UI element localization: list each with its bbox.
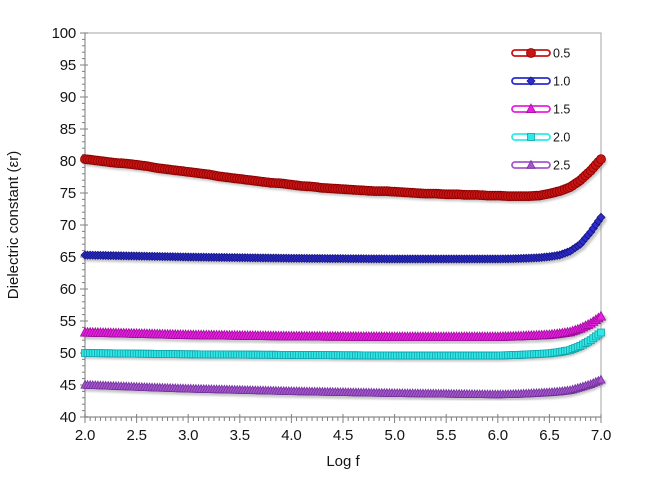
y-tick-label: 65 [60, 249, 76, 266]
x-tick-label: 4.5 [333, 427, 353, 444]
legend-item-2.0: 2.0 [511, 131, 570, 145]
y-tick-label: 80 [60, 153, 76, 170]
y-tick-label: 85 [60, 121, 76, 138]
y-tick-label: 100 [52, 25, 76, 42]
y-tick-label: 55 [60, 313, 76, 330]
legend-label: 2.5 [553, 159, 570, 173]
x-tick-label: 6.0 [488, 427, 508, 444]
legend-label: 1.5 [553, 103, 570, 117]
series-1.5 [79, 310, 607, 344]
x-tick-label: 2.0 [75, 427, 95, 444]
series-1.0 [80, 212, 607, 266]
y-tick-label: 95 [60, 57, 76, 74]
legend-label: 2.0 [553, 131, 570, 145]
legend-item-1.0: 1.0 [511, 75, 570, 89]
series-0.5 [80, 154, 607, 204]
legend-marker [527, 133, 535, 141]
y-tick-label: 90 [60, 89, 76, 106]
y-tick-label: 45 [60, 377, 76, 394]
y-axis-title: Dielectric constant (εr) [5, 151, 22, 299]
legend-item-0.5: 0.5 [511, 47, 570, 61]
data-marker [595, 310, 607, 321]
series-2.0 [81, 328, 606, 362]
legend: 0.5 1.0 1.5 2.0 2.5 [511, 47, 570, 173]
x-tick-label: 4.0 [281, 427, 301, 444]
y-tick-label: 40 [60, 409, 76, 426]
y-tick-label: 60 [60, 281, 76, 298]
y-tick-label: 50 [60, 345, 76, 362]
x-tick-label: 3.5 [230, 427, 250, 444]
legend-label: 0.5 [553, 47, 570, 61]
legend-item-1.5: 1.5 [511, 103, 570, 117]
x-tick-label: 7.0 [591, 427, 611, 444]
data-marker [596, 212, 606, 222]
legend-marker [526, 159, 536, 169]
x-tick-label: 6.5 [539, 427, 559, 444]
x-tick-label: 5.0 [384, 427, 404, 444]
data-marker [596, 374, 606, 384]
x-tick-label: 5.5 [436, 427, 456, 444]
y-axis: 40 45 50 55 60 65 70 75 80 85 90 95 100 [52, 25, 88, 426]
series-2.5 [80, 374, 607, 402]
x-tick-label: 2.5 [126, 427, 146, 444]
y-tick-label: 70 [60, 217, 76, 234]
x-tick-label: 3.0 [178, 427, 198, 444]
legend-marker [526, 76, 536, 86]
legend-marker [526, 48, 536, 58]
legend-marker [525, 103, 537, 113]
legend-label: 1.0 [553, 75, 570, 89]
x-axis: 2.0 2.5 3.0 3.5 4.0 4.5 5.0 5.5 6.0 6.5 7.0 [75, 414, 611, 444]
y-tick-label: 75 [60, 185, 76, 202]
series-layer [79, 154, 607, 402]
x-axis-title: Log f [326, 453, 360, 470]
legend-item-2.5: 2.5 [511, 159, 570, 173]
data-marker [597, 328, 605, 337]
data-marker [596, 154, 606, 165]
